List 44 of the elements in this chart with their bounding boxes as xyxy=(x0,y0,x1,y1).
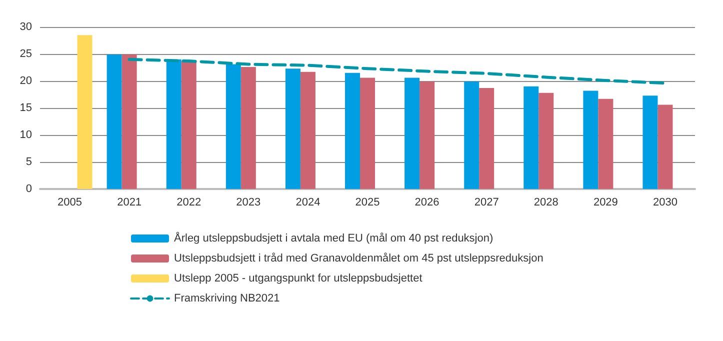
y-tick-label: 25 xyxy=(20,48,32,60)
x-tick-label: 2005 xyxy=(58,196,82,208)
bar xyxy=(360,78,375,189)
y-tick-label: 20 xyxy=(20,75,32,87)
bar xyxy=(345,72,360,189)
bar xyxy=(538,92,554,189)
bar xyxy=(240,66,256,189)
x-tick-label: 2030 xyxy=(652,196,678,208)
x-tick-label: 2029 xyxy=(593,196,618,208)
bar xyxy=(285,68,300,189)
legend-label: Årleg utsleppsbudsjett i avtala med EU (mål om 40 pst reduksjon) xyxy=(174,232,494,244)
bar xyxy=(404,78,420,189)
legend-label: Utslepp 2005 - utgangspunkt for utsleppsbudsjettet xyxy=(174,272,422,284)
x-tick-label: 2024 xyxy=(296,196,320,208)
bar xyxy=(658,104,673,189)
x-tick-label: 2027 xyxy=(474,196,499,208)
x-tick-label: 2028 xyxy=(534,196,558,208)
bar xyxy=(106,54,122,189)
bar xyxy=(598,98,614,189)
bar xyxy=(166,59,182,189)
bar xyxy=(122,54,137,189)
y-tick-label: 15 xyxy=(20,102,32,114)
line-series xyxy=(128,58,667,85)
bar xyxy=(181,61,196,189)
x-tick-label: 2026 xyxy=(414,196,440,208)
bar xyxy=(642,96,658,189)
y-tick-label: 10 xyxy=(20,129,32,141)
bar xyxy=(479,88,494,189)
bar xyxy=(420,82,435,189)
bar xyxy=(583,90,598,189)
x-tick-label: 2021 xyxy=(117,196,142,208)
bar xyxy=(300,72,316,189)
legend-label: Utsleppsbudsjett i tråd med Granavoldenmålet om 45 pst utsleppsreduksjon xyxy=(174,252,544,264)
y-tick-label: 0 xyxy=(26,183,32,195)
x-tick-label: 2022 xyxy=(176,196,202,208)
y-tick-label: 5 xyxy=(26,156,32,168)
y-tick-label: 30 xyxy=(20,21,32,33)
bar xyxy=(226,64,241,189)
bar xyxy=(77,35,92,189)
x-tick-label: 2025 xyxy=(355,196,380,208)
bar xyxy=(524,86,539,189)
legend-label: Framskriving NB2021 xyxy=(174,292,280,304)
x-tick-label: 2023 xyxy=(236,196,261,208)
bar xyxy=(464,82,480,189)
